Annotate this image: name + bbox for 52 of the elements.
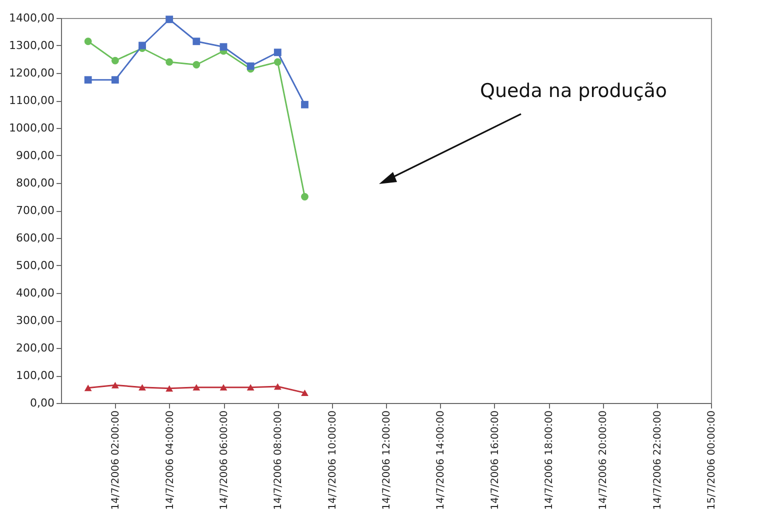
x-tick-label: 14/7/2006 02:00:00 bbox=[110, 410, 122, 510]
point bbox=[246, 62, 254, 70]
point bbox=[220, 384, 228, 391]
x-tick-label: 14/7/2006 18:00:00 bbox=[544, 410, 555, 510]
point bbox=[301, 100, 308, 108]
y-tick-label: 1200,00 bbox=[9, 66, 54, 80]
y-tick-label: 1400,00 bbox=[9, 12, 54, 24]
point bbox=[111, 382, 119, 388]
point bbox=[166, 385, 174, 392]
y-tick-label: 900,00 bbox=[16, 149, 54, 162]
x-tick-label: 14/7/2006 16:00:00 bbox=[490, 410, 501, 510]
y-tick-label: 400,00 bbox=[16, 286, 54, 300]
x-tick-label: 14/7/2006 22:00:00 bbox=[652, 410, 664, 510]
point bbox=[138, 42, 146, 50]
y-tick-label: 1100,00 bbox=[9, 94, 54, 107]
x-tick-label: 14/7/2006 04:00:00 bbox=[164, 410, 176, 510]
y-tick-label: 800,00 bbox=[16, 176, 54, 190]
x-tick-label: 14/7/2006 06:00:00 bbox=[219, 410, 230, 510]
annotation: Queda na produção bbox=[480, 80, 668, 102]
y-tick-label: 1300,00 bbox=[9, 39, 54, 52]
point bbox=[274, 383, 282, 390]
point bbox=[166, 58, 174, 66]
point bbox=[220, 43, 228, 51]
x-tick-label: 14/7/2006 12:00:00 bbox=[382, 410, 392, 510]
point bbox=[84, 38, 92, 46]
point bbox=[246, 384, 254, 391]
y-tick-label: 300,00 bbox=[16, 314, 54, 327]
y-tick-label: 600,00 bbox=[16, 232, 54, 244]
y-tick-label: 200,00 bbox=[16, 342, 54, 354]
point bbox=[138, 384, 146, 391]
point bbox=[301, 193, 308, 200]
y-tick-label: 700,00 bbox=[16, 204, 54, 217]
y-tick-label: 1000,00 bbox=[9, 122, 54, 134]
x-tick-label: 14/7/2006 08:00:00 bbox=[273, 410, 284, 510]
point bbox=[301, 390, 308, 396]
point bbox=[192, 61, 200, 68]
point bbox=[111, 76, 119, 84]
x-tick-label: 14/7/2006 20:00:00 bbox=[598, 410, 610, 510]
point bbox=[274, 58, 282, 66]
point bbox=[192, 384, 200, 391]
x-tick-label: 14/7/2006 10:00:00 bbox=[327, 410, 338, 510]
point bbox=[84, 76, 92, 84]
point bbox=[166, 16, 174, 24]
point bbox=[274, 48, 282, 56]
point bbox=[192, 38, 200, 46]
y-tick-label: 100,00 bbox=[16, 369, 54, 382]
point bbox=[111, 56, 119, 64]
x-tick-label: 15/7/2006 00:00:00 bbox=[706, 410, 718, 510]
point bbox=[84, 384, 92, 392]
y-tick-label: 0,00 bbox=[30, 396, 54, 410]
x-tick-label: 14/7/2006 14:00:00 bbox=[436, 410, 447, 510]
y-tick-label: 500,00 bbox=[16, 259, 54, 272]
